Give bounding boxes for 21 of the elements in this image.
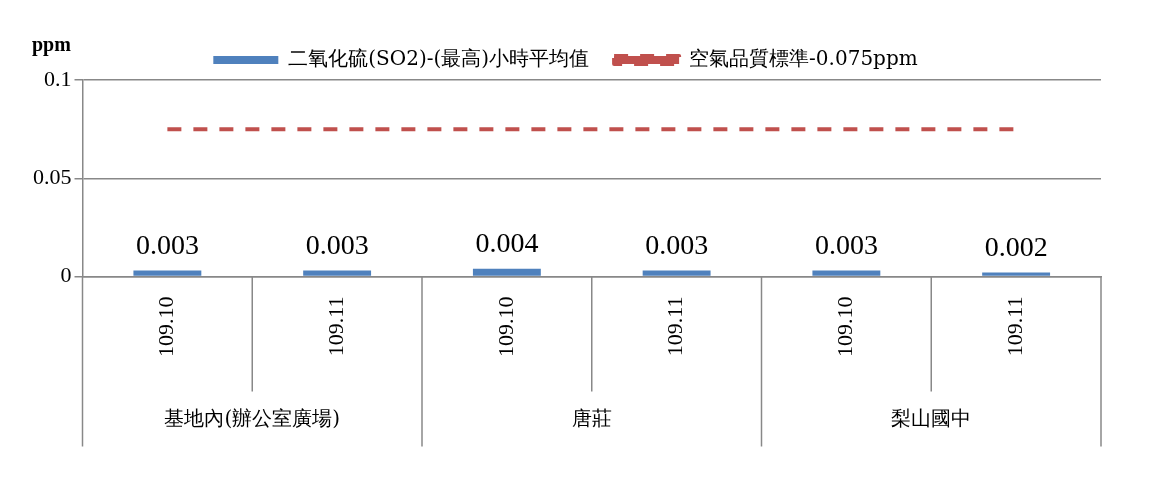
data-label: 0.003 <box>135 228 199 260</box>
x-tick-label: 109.10 <box>832 296 858 357</box>
text: 梨山國中 <box>891 405 972 430</box>
x-tick-label: 109.11 <box>322 296 348 357</box>
x-tick-label: 109.10 <box>153 296 179 357</box>
y-tick-label: 0.05 <box>33 164 72 190</box>
x-tick-label: 109.11 <box>662 296 688 357</box>
data-label: 0.003 <box>305 228 369 260</box>
legend-label: 二氧化硫(SO2)-(最高)小時平均值 <box>288 46 590 71</box>
data-label: 0.002 <box>984 230 1048 262</box>
data-label: 0.004 <box>475 227 539 258</box>
y-axis-title: ppm <box>32 33 72 57</box>
y-tick-label: 0.1 <box>44 65 72 91</box>
x-tick-label: 109.11 <box>1001 296 1027 357</box>
x-tick-label: 109.10 <box>492 296 518 357</box>
text: 基地內(辦公室廣場) <box>164 405 341 430</box>
y-tick-label: 0 <box>60 262 72 288</box>
data-label: 0.003 <box>814 228 878 260</box>
text: 唐莊 <box>571 405 612 430</box>
data-label: 0.003 <box>645 228 709 260</box>
legend-label: 空氣品質標準-0.075ppm <box>689 46 918 71</box>
